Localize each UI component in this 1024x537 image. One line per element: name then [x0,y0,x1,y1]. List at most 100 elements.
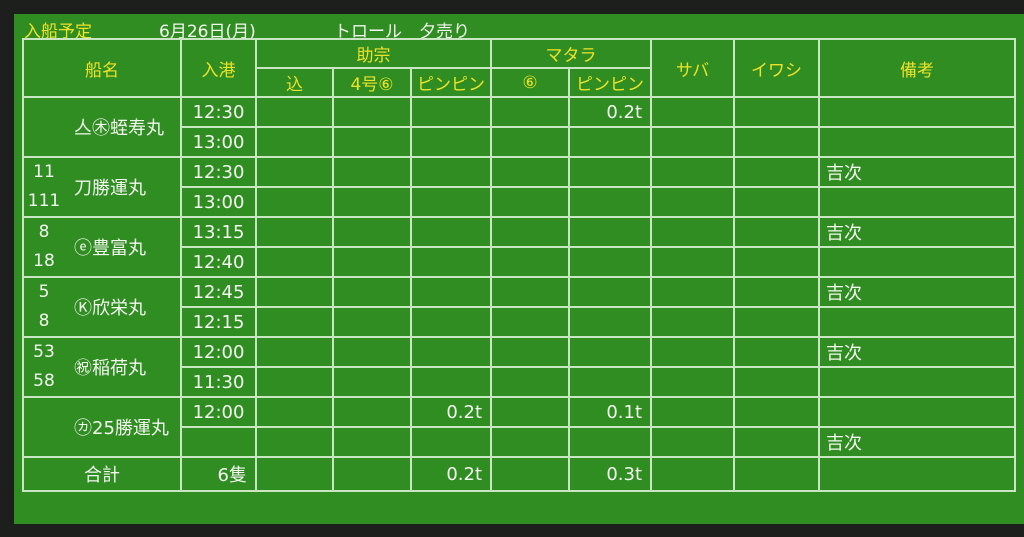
ship-name: 刀勝運丸 [74,178,146,199]
quantity-cell [733,216,820,248]
table-row: 12:40 [23,246,1016,278]
header-iwashi: イワシ [733,38,820,98]
quantity-cell [332,156,412,188]
ship-name-cell: 11 111 刀勝運丸 [22,156,182,218]
ship-name-cell: 53 58 ㊗稲荷丸 [22,336,182,398]
ship-code: 111 [27,191,61,211]
remarks-cell [818,246,1016,278]
quantity-cell [332,336,412,368]
schedule-board: 入船予定 6月26日(月) トロール 夕売り 船名 入港 助宗 マタラ サバ イワシ 備考込… [14,14,1024,524]
quantity-cell [255,96,334,128]
ship-name-cell: 亼㊍蛭寿丸 [22,96,182,158]
quantity-cell [568,126,652,158]
quantity-cell [255,246,334,278]
quantity-cell [332,366,412,398]
subheader: 込 [255,67,334,98]
ship-code: 53 [33,342,55,362]
quantity-cell [410,366,492,398]
quantity-cell [332,426,412,458]
ship-code: 8 [38,311,50,331]
quantity-cell [490,216,570,248]
arrival-time: 12:00 [180,396,257,428]
quantity-cell [733,246,820,278]
quantity-cell [733,186,820,218]
quantity-cell [490,336,570,368]
header-arrival: 入港 [180,38,257,98]
quantity-cell [255,156,334,188]
table-row: 53 58 ㊗稲荷丸 12:00 吉次 [22,336,1016,398]
quantity-cell [568,366,652,398]
ship-code: 5 [38,282,50,302]
ship-name-cell: 8 18 ⓔ豊富丸 [22,216,182,278]
table-row: 亼㊍蛭寿丸 12:30 0.2t [22,96,1016,158]
quantity-cell [410,156,492,188]
quantity-cell [410,336,492,368]
ship-name: ㊗稲荷丸 [74,358,146,379]
quantity-cell [650,336,735,368]
quantity-cell: 0.1t [568,396,652,428]
quantity-cell [733,366,820,398]
quantity-cell [650,306,735,338]
quantity-cell [733,306,820,338]
arrival-table: 船名 入港 助宗 マタラ サバ イワシ 備考込 4号⑥ ピンピン ⑥ ピンピン 亼㊍蛭寿丸 12:30 0… [22,38,1016,492]
ship-code: 58 [33,371,55,391]
quantity-cell [650,426,735,458]
quantity-cell: 0.2t [568,96,652,128]
arrival-time: 12:15 [180,306,257,338]
arrival-time: 13:00 [180,126,257,158]
quantity-cell [255,336,334,368]
quantity-cell [490,426,570,458]
quantity-cell [650,246,735,278]
remarks-cell: 吉次 [818,276,1016,308]
quantity-cell [568,276,652,308]
header-matara: マタラ [490,38,652,69]
remarks-cell [818,396,1016,428]
arrival-time: 11:30 [180,366,257,398]
ship-code: 18 [33,251,55,271]
quantity-cell [650,396,735,428]
table-row: ㋕25勝運丸 12:00 0.2t 0.1t [22,396,1016,458]
remarks-cell: 吉次 [818,216,1016,248]
table-row: 13:00 [23,186,1016,218]
quantity-cell [490,126,570,158]
quantity-cell [332,186,412,218]
board-type: トロール 夕売り [334,22,470,42]
remarks-cell [818,96,1016,128]
remarks-cell [818,366,1016,398]
ship-name-cell: 5 8 Ⓚ欣栄丸 [22,276,182,338]
quantity-cell [255,426,334,458]
ship-name: ㋕25勝運丸 [74,418,169,439]
quantity-cell [255,276,334,308]
quantity-cell [410,426,492,458]
quantity-cell [650,216,735,248]
table-row: 吉次 [23,426,1016,458]
quantity-cell [332,126,412,158]
quantity-cell [255,366,334,398]
quantity-cell [490,306,570,338]
table-row: 5 8 Ⓚ欣栄丸 12:45 吉次 [22,276,1016,338]
total-cell [818,456,1016,492]
total-count: 6隻 [180,456,257,492]
quantity-cell [568,246,652,278]
total-label: 合計 [22,456,182,492]
ship-code: 11 [33,162,55,182]
header-row: 船名 入港 助宗 マタラ サバ イワシ 備考 [22,38,1016,98]
quantity-cell [650,276,735,308]
arrival-time: 12:30 [180,156,257,188]
quantity-cell [490,396,570,428]
quantity-cell [332,306,412,338]
quantity-cell [490,156,570,188]
table-row: 13:00 [23,126,1016,158]
arrival-time: 12:30 [180,96,257,128]
quantity-cell [490,366,570,398]
arrival-time: 12:00 [180,336,257,368]
quantity-cell: 0.2t [410,396,492,428]
remarks-cell: 吉次 [818,426,1016,458]
arrival-time: 12:45 [180,276,257,308]
table-row: 12:15 [23,306,1016,338]
quantity-cell [410,96,492,128]
quantity-cell [733,276,820,308]
total-row: 合計 6隻 0.2t 0.3t [22,456,1016,492]
remarks-cell [818,306,1016,338]
ship-name: 亼㊍蛭寿丸 [74,118,164,139]
